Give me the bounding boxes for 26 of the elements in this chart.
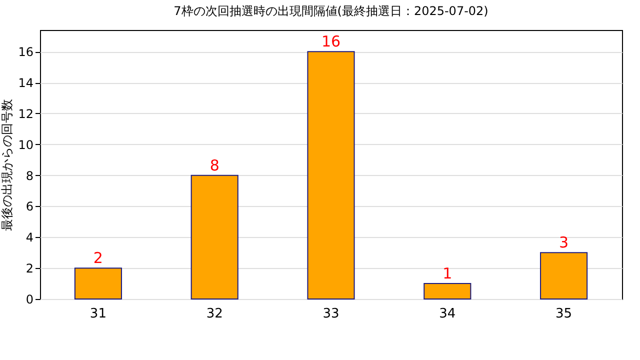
y-tick-label: 14 — [18, 76, 34, 90]
chart-title: 7枠の次回抽選時の出現間隔値(最終抽選日：2025-07-02) — [174, 4, 488, 18]
y-tick-label: 2 — [26, 262, 34, 276]
y-tick-label: 0 — [26, 292, 34, 306]
y-tick-label: 6 — [26, 200, 34, 214]
y-tick-label: 8 — [26, 168, 34, 183]
bar — [424, 283, 472, 300]
data-label: 1 — [442, 264, 452, 283]
x-tick-label: 32 — [206, 306, 223, 322]
data-label: 2 — [93, 249, 103, 268]
data-label: 8 — [210, 156, 220, 174]
bar — [307, 51, 355, 300]
bar — [74, 268, 122, 300]
y-axis-title: 最後の出現からの回号数 — [0, 99, 14, 231]
bar — [190, 174, 238, 300]
x-tick-label: 33 — [322, 306, 340, 322]
x-tick-label: 35 — [556, 306, 572, 322]
y-tick-label: 12 — [18, 106, 34, 121]
data-label: 3 — [559, 234, 569, 252]
y-tick-label: 10 — [18, 138, 34, 152]
x-tick-label: 31 — [90, 306, 106, 322]
y-tick-label: 16 — [18, 45, 34, 60]
data-label: 16 — [321, 32, 341, 51]
x-tick-label: 34 — [439, 306, 456, 322]
y-tick-label: 4 — [26, 230, 34, 245]
bar — [540, 252, 588, 300]
